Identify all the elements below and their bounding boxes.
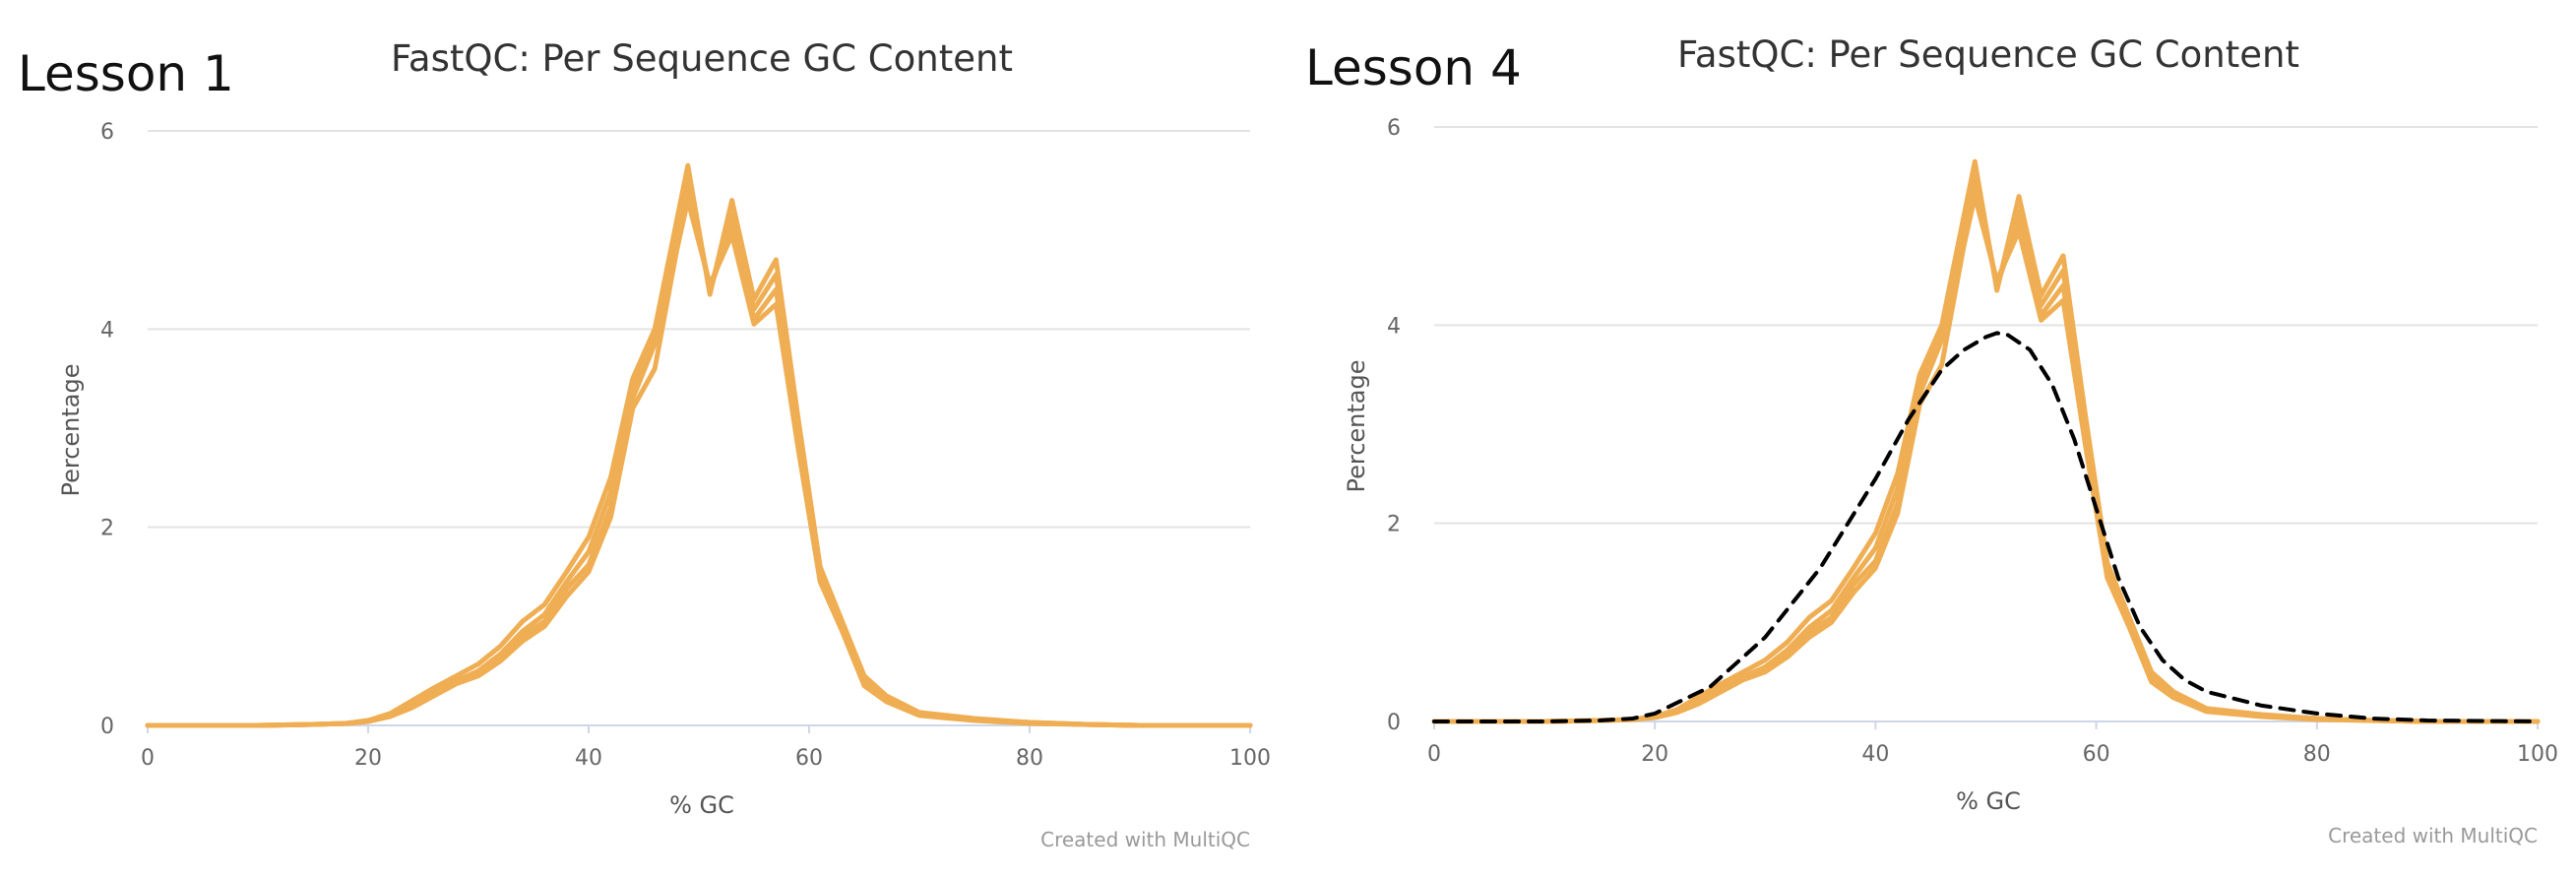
- x-tick-label: 80: [2303, 742, 2331, 767]
- x-tick-label: 0: [141, 746, 155, 771]
- x-tick-label: 0: [1427, 742, 1441, 767]
- x-axis-label: % GC: [1956, 787, 2021, 815]
- gc-series-line-2: [1431, 168, 2541, 724]
- gc-series-line-4: [1431, 194, 2541, 724]
- gc-series-line-3: [145, 182, 1253, 728]
- y-axis-label: Percentage: [57, 363, 85, 496]
- chart-panel-lesson-1: Lesson 1 FastQC: Per Sequence GC Content…: [18, 37, 1271, 851]
- x-tick-label: 100: [2517, 742, 2558, 767]
- panel-label: Lesson 4: [1305, 39, 1522, 96]
- x-axis-label: % GC: [669, 791, 734, 819]
- gc-series-line-2: [145, 172, 1253, 728]
- x-tick-label: 100: [1229, 746, 1271, 771]
- y-tick-label: 4: [100, 318, 114, 343]
- y-tick-label: 0: [100, 715, 114, 739]
- y-tick-label: 6: [1387, 116, 1401, 141]
- chart-title: FastQC: Per Sequence GC Content: [391, 37, 1013, 80]
- y-tick-label: 0: [1387, 711, 1401, 735]
- credit-text: Created with MultiQC: [1040, 828, 1250, 851]
- x-tick-label: 20: [354, 746, 382, 771]
- x-tick-label: 40: [1861, 742, 1889, 767]
- chart-panel-lesson-4: Lesson 4 FastQC: Per Sequence GC Content…: [1305, 33, 2558, 847]
- y-tick-label: 4: [1387, 314, 1401, 339]
- gc-series-line-3: [1431, 178, 2541, 724]
- x-tick-label: 60: [795, 746, 823, 771]
- panel-label: Lesson 1: [18, 45, 234, 102]
- chart-title: FastQC: Per Sequence GC Content: [1677, 33, 2299, 76]
- x-tick-label: 20: [1641, 742, 1668, 767]
- y-axis-label: Percentage: [1343, 359, 1370, 492]
- credit-text: Created with MultiQC: [2328, 824, 2538, 847]
- x-tick-label: 40: [575, 746, 602, 771]
- y-tick-label: 6: [100, 120, 114, 145]
- theoretical-gc-dashed-line: [1432, 331, 2540, 723]
- y-tick-label: 2: [1387, 513, 1401, 537]
- gc-series-line-4: [145, 198, 1253, 728]
- x-tick-label: 80: [1016, 746, 1043, 771]
- x-tick-label: 60: [2083, 742, 2110, 767]
- y-tick-label: 2: [100, 517, 114, 541]
